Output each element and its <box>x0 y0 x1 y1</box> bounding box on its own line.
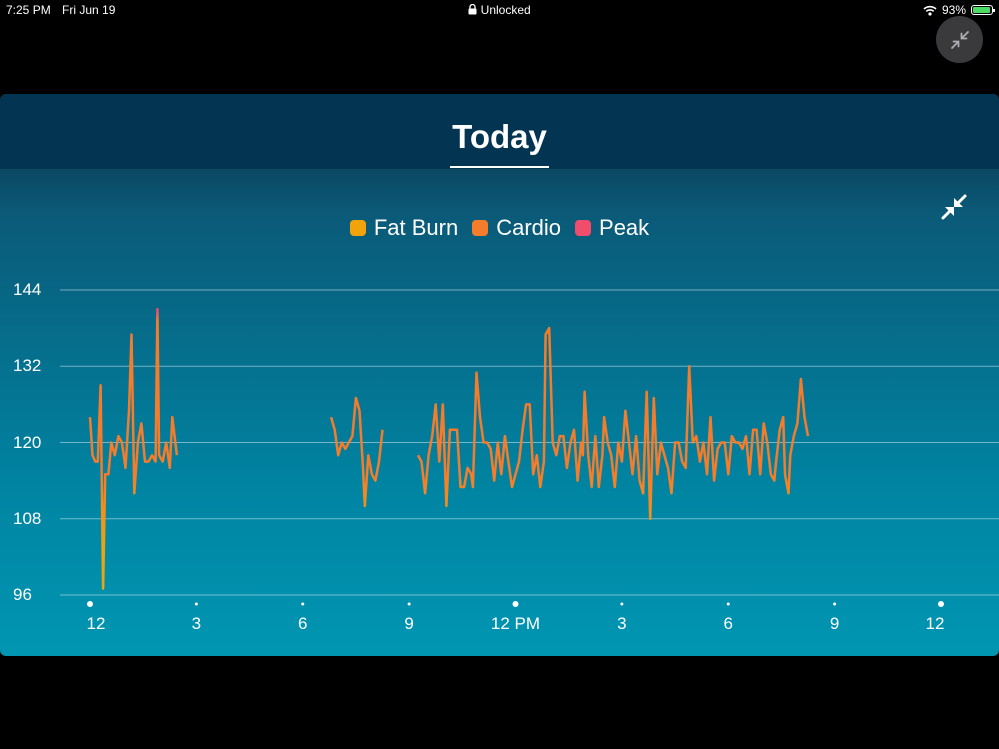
x-tick-label: 9 <box>404 614 414 633</box>
exit-fullscreen-button[interactable] <box>936 16 983 63</box>
x-tick-label: 12 <box>925 614 945 633</box>
y-tick-label: 144 <box>13 280 42 299</box>
battery-percent: 93% <box>941 3 966 17</box>
x-tick-label: 3 <box>191 614 202 633</box>
x-tick-label: 12 PM <box>490 614 541 633</box>
legend-label: Peak <box>599 215 650 240</box>
legend-item: Fat Burn <box>349 215 459 241</box>
legend-label: Fat Burn <box>373 215 459 240</box>
heart-rate-line <box>88 307 179 590</box>
x-tick-label: 9 <box>829 614 840 633</box>
wifi-icon <box>923 5 937 16</box>
panel-header: Today <box>0 94 999 169</box>
heart-rate-line <box>329 396 384 508</box>
legend-label: Cardio <box>496 215 562 240</box>
x-tick-label: 3 <box>617 614 627 633</box>
x-tick-dot <box>194 602 198 606</box>
x-tick-label: 6 <box>298 614 308 633</box>
shrink-arrows-icon <box>941 194 967 220</box>
legend-item: Peak <box>575 215 649 241</box>
x-tick-dot <box>301 602 305 606</box>
status-bar: 7:25 PM Fri Jun 19 Unlocked 93% <box>0 0 999 20</box>
x-tick-dot <box>407 602 411 606</box>
status-time: 7:25 PM <box>6 3 51 17</box>
heart-rate-panel: Today Fat Burn Cardio Peak <box>0 94 999 656</box>
legend-item: Cardio <box>472 215 561 241</box>
x-tick-dot <box>726 602 730 606</box>
collapse-arrows-icon <box>950 30 969 49</box>
x-tick-label: 12 <box>86 614 106 633</box>
y-tick-label: 108 <box>13 508 42 528</box>
legend-swatch <box>349 220 366 236</box>
shrink-chart-button[interactable] <box>939 192 969 227</box>
x-tick-dot <box>512 601 519 607</box>
heart-rate-line <box>416 326 810 521</box>
legend-swatch <box>575 220 592 236</box>
y-tick-label: 132 <box>13 356 42 376</box>
page-title: Today <box>452 118 547 155</box>
lock-icon <box>468 3 477 15</box>
y-tick-label: 96 <box>13 585 32 604</box>
x-tick-label: 6 <box>723 614 733 633</box>
status-date: Fri Jun 19 <box>62 3 116 17</box>
legend-swatch <box>472 220 489 236</box>
x-tick-dot <box>938 601 944 607</box>
x-tick-dot <box>620 602 624 606</box>
battery-icon <box>971 5 995 15</box>
chart-legend: Fat Burn Cardio Peak <box>0 215 999 241</box>
x-tick-dot <box>833 602 837 606</box>
battery-level <box>973 7 990 13</box>
lock-status: Unlocked <box>480 3 531 17</box>
y-tick-label: 120 <box>13 432 42 452</box>
title-underline <box>450 166 549 168</box>
x-tick-dot <box>87 601 93 607</box>
